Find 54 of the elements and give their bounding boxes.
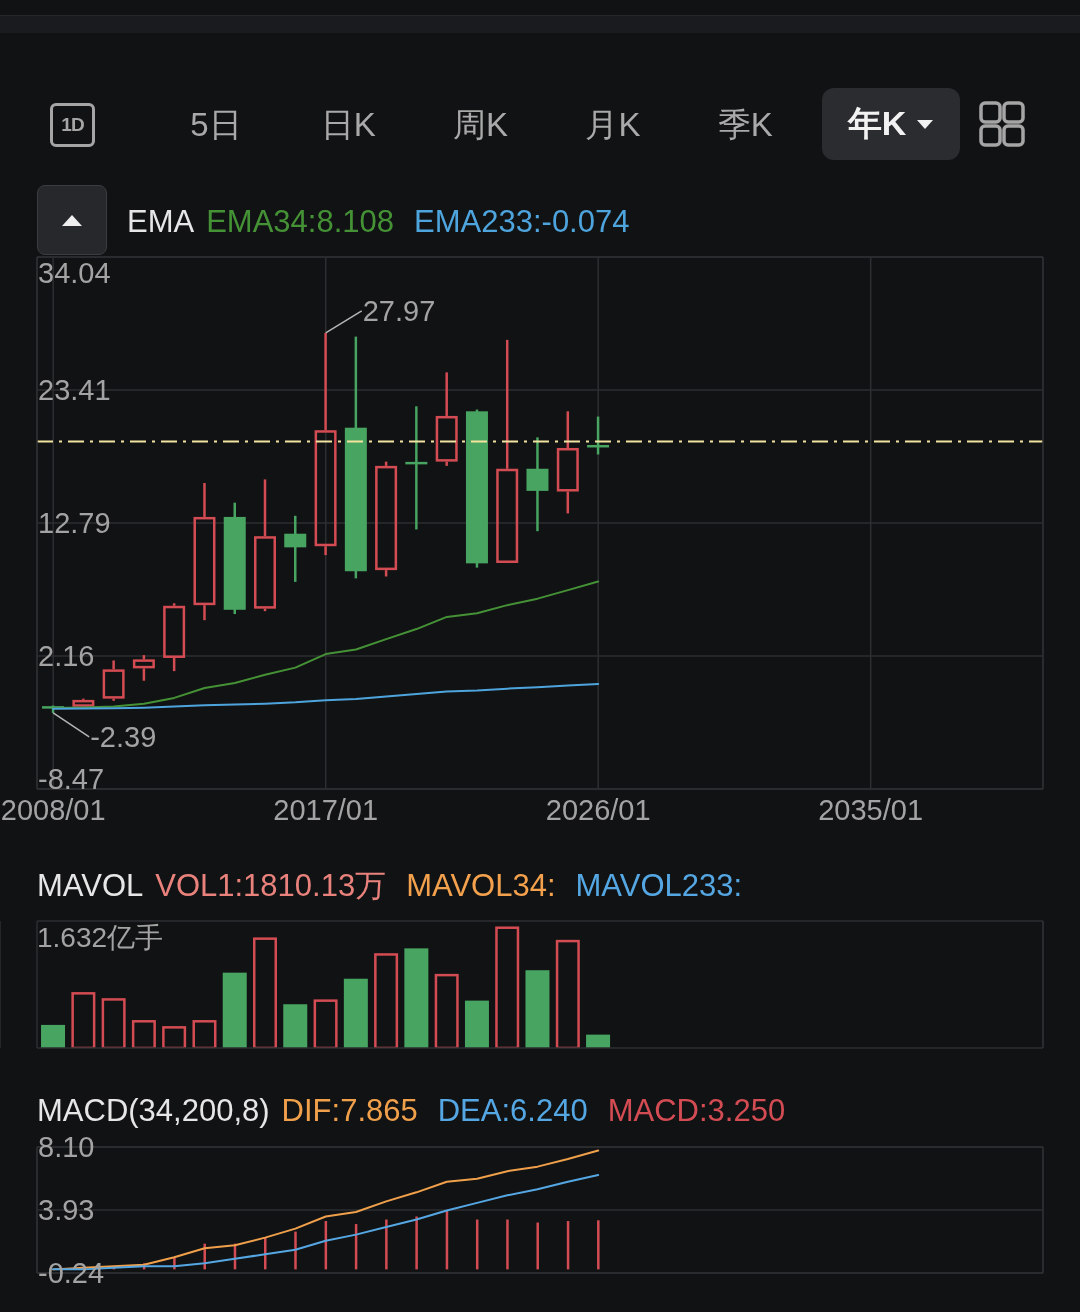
text: EMA34:8.108 <box>206 204 395 240</box>
y-tick-label: 12.79 <box>38 506 111 539</box>
bar <box>555 939 580 1048</box>
bar <box>404 948 429 1048</box>
series-label: DIF:7.865 <box>281 1093 418 1129</box>
text: 月K <box>585 104 641 145</box>
annotation: 1.632亿手 <box>37 922 164 953</box>
bar <box>313 999 338 1048</box>
bar <box>525 970 550 1048</box>
bar <box>41 1024 66 1048</box>
legend-label: MAVOL233: <box>575 868 743 904</box>
bar <box>374 953 399 1048</box>
y-tick-label: 23.41 <box>38 374 111 407</box>
text: EMA233:-0.074 <box>414 204 630 240</box>
legend-title: EMA <box>127 204 195 240</box>
bar <box>464 1000 489 1048</box>
bar <box>294 1231 297 1270</box>
bar <box>506 1219 509 1270</box>
y-tick-label: 8.10 <box>38 1131 95 1163</box>
text: 日K <box>320 104 376 145</box>
text: 季K <box>717 104 773 145</box>
text: 周K <box>453 104 509 145</box>
series-label: DEA:6.240 <box>437 1093 588 1129</box>
interval-button: 1D <box>50 103 95 147</box>
y-tick-label: 3.93 <box>38 1194 95 1226</box>
legend-label: MAVOL34: <box>406 868 556 904</box>
annotation: -2.39 <box>90 720 157 753</box>
y-tick-label: -8.47 <box>38 763 105 795</box>
text: MACD:3.250 <box>607 1093 786 1129</box>
bar <box>385 1219 388 1270</box>
bar <box>343 978 368 1048</box>
bar <box>283 1004 308 1048</box>
annotation: 27.97 <box>362 294 436 327</box>
x-tick-label: 2035/01 <box>818 794 924 826</box>
bar <box>495 926 520 1048</box>
bar <box>434 973 459 1048</box>
bar <box>101 998 126 1048</box>
series-label: VOL1:1810.13万 <box>155 867 387 905</box>
bar <box>71 992 96 1048</box>
bar <box>536 1222 539 1270</box>
x-tick-label: 2026/01 <box>545 794 651 826</box>
bar <box>415 1216 418 1270</box>
x-tick-label: 2017/01 <box>273 794 379 826</box>
text: 5日 <box>190 104 242 145</box>
bar <box>253 937 277 1048</box>
x-tick-label: 2008/01 <box>0 794 106 826</box>
legend-title: MACD(34,200,8) <box>37 1093 270 1129</box>
y-tick-label: 34.04 <box>38 257 111 289</box>
bar <box>222 972 247 1048</box>
bar <box>586 1034 611 1048</box>
bar <box>597 1220 600 1270</box>
y-tick-label: 2.16 <box>38 639 95 672</box>
dropdown-button: 年K <box>822 88 960 160</box>
legend-title: MAVOL <box>37 868 144 904</box>
